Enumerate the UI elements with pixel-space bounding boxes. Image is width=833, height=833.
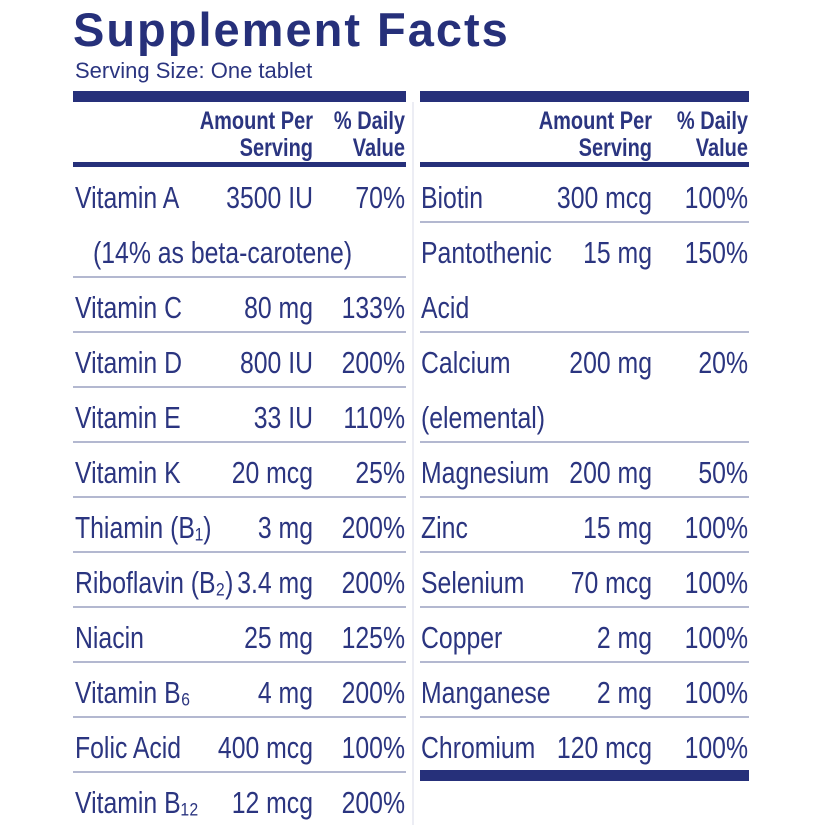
amount: 2 mg [597, 620, 652, 654]
daily-value: 200% [342, 785, 405, 819]
amount: 4 mg [258, 675, 313, 709]
daily-value: 100% [685, 510, 748, 544]
amount: 300 mcg [557, 180, 652, 214]
daily-value: 200% [342, 675, 405, 709]
daily-value: 125% [342, 620, 405, 654]
amount: 200 mg [569, 345, 652, 379]
header-bar [420, 162, 749, 167]
daily-value: 110% [343, 400, 405, 434]
header-dv: Value [353, 134, 405, 162]
nutrient-name: Biotin [421, 180, 483, 214]
daily-value: 70% [355, 180, 405, 214]
nutrient-name: Manganese [421, 675, 551, 709]
nutrient-name: Thiamin (B₁) [75, 510, 211, 544]
header-amount: Amount Per [539, 107, 652, 135]
daily-value: 100% [685, 620, 748, 654]
note: (14% as beta-carotene) [93, 235, 352, 269]
nutrient-name: Vitamin B₁₂ [75, 785, 199, 819]
header-dv: % Daily [677, 107, 748, 135]
daily-value: 100% [685, 565, 748, 599]
daily-value: 50% [698, 455, 748, 489]
amount: 2 mg [597, 675, 652, 709]
daily-value: 100% [685, 730, 748, 764]
amount: 3.4 mg [237, 565, 313, 599]
daily-value: 100% [342, 730, 405, 764]
daily-value: 20% [698, 345, 748, 379]
amount: 70 mcg [571, 565, 652, 599]
title: Supplement Facts [73, 3, 510, 56]
nutrient-name: Riboflavin (B₂) [75, 565, 233, 599]
nutrient-name: Folic Acid [75, 730, 181, 764]
header-amount: Amount Per [200, 107, 313, 135]
thick-bar [73, 91, 406, 102]
daily-value: 100% [685, 180, 748, 214]
nutrient-name: Niacin [75, 620, 144, 654]
daily-value: 200% [342, 510, 405, 544]
amount: 15 mg [583, 235, 652, 269]
amount: 12 mcg [232, 785, 313, 819]
amount: 80 mg [244, 290, 313, 324]
amount: 3 mg [258, 510, 313, 544]
amount: 400 mcg [218, 730, 313, 764]
header-dv: Value [696, 134, 748, 162]
amount: 25 mg [244, 620, 313, 654]
amount: 33 IU [254, 400, 313, 434]
header-amount: Serving [579, 134, 652, 162]
nutrient-name: Vitamin D [75, 345, 182, 379]
thick-bar [420, 770, 749, 781]
thick-bar [420, 91, 749, 102]
nutrient-name: Vitamin B₆ [75, 675, 191, 709]
serving-size: Serving Size: One tablet [75, 58, 312, 83]
nutrient-name: Calcium [421, 345, 511, 379]
daily-value: 200% [342, 345, 405, 379]
nutrient-name: Magnesium [421, 455, 549, 489]
daily-value: 150% [685, 235, 748, 269]
header-dv: % Daily [334, 107, 405, 135]
amount: 3500 IU [226, 180, 313, 214]
amount: 15 mg [583, 510, 652, 544]
nutrient-name: Chromium [421, 730, 535, 764]
daily-value: 25% [355, 455, 405, 489]
nutrient-name: Vitamin E [75, 400, 181, 434]
daily-value: 100% [685, 675, 748, 709]
daily-value: 200% [342, 565, 405, 599]
nutrient-name: (elemental) [421, 400, 545, 434]
nutrient-name: Acid [421, 290, 469, 324]
header-amount: Serving [240, 134, 313, 162]
daily-value: 133% [342, 290, 405, 324]
amount: 200 mg [569, 455, 652, 489]
nutrient-name: Vitamin A [75, 180, 180, 214]
amount: 120 mcg [557, 730, 652, 764]
nutrient-name: Pantothenic [421, 235, 552, 269]
nutrient-name: Copper [421, 620, 502, 654]
amount: 800 IU [240, 345, 313, 379]
nutrient-name: Vitamin C [75, 290, 182, 324]
nutrient-name: Vitamin K [75, 455, 181, 489]
amount: 20 mcg [232, 455, 313, 489]
header-bar [73, 162, 406, 167]
nutrient-name: Selenium [421, 565, 524, 599]
nutrient-name: Zinc [421, 510, 468, 544]
